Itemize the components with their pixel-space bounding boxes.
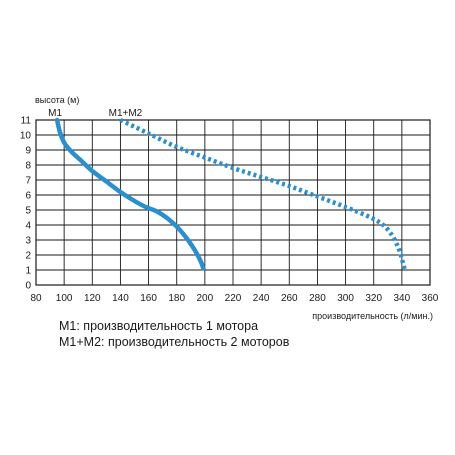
y-tick-label: 0 xyxy=(25,281,31,292)
x-tick-label: 280 xyxy=(309,293,326,304)
x-tick-label: 240 xyxy=(253,293,270,304)
x-tick-label: 200 xyxy=(197,293,214,304)
x-tick-label: 180 xyxy=(168,293,185,304)
y-tick-label: 9 xyxy=(25,146,31,157)
series-line-m1-m2 xyxy=(119,117,407,271)
y-axis-label: высота (м) xyxy=(35,95,79,105)
series-labels: M1 M1+M2 xyxy=(48,108,143,119)
y-tick-label: 2 xyxy=(25,251,31,262)
legend-line-m1: M1: производительность 1 мотора xyxy=(59,319,259,333)
x-tick-label: 120 xyxy=(84,293,101,304)
x-tick-labels: 80 100 120 140 160 180 200 220 240 260 280 300 320 34… xyxy=(30,293,438,304)
series-line-m1 xyxy=(54,117,206,271)
y-tick-label: 3 xyxy=(25,236,31,247)
x-axis-label: производительность (л/мин.) xyxy=(312,311,433,321)
x-tick-label: 340 xyxy=(394,293,411,304)
x-tick-label: 140 xyxy=(112,293,129,304)
y-tick-label: 8 xyxy=(25,161,31,172)
y-tick-label: 10 xyxy=(20,131,32,142)
x-tick-label: 320 xyxy=(365,293,382,304)
x-tick-label: 160 xyxy=(140,293,157,304)
legend-line-m1-m2: M1+M2: производительность 2 моторов xyxy=(59,335,290,349)
series-lines xyxy=(54,117,407,271)
y-tick-labels: 0 1 2 3 4 5 6 7 8 9 10 11 xyxy=(20,116,32,292)
x-tick-label: 300 xyxy=(337,293,354,304)
plot-frame xyxy=(35,119,431,286)
x-tick-label: 100 xyxy=(56,293,73,304)
y-tick-label: 7 xyxy=(25,176,31,187)
y-tick-label: 6 xyxy=(25,191,31,202)
chart-grid xyxy=(36,120,430,285)
series-label-m1-m2: M1+M2 xyxy=(109,108,143,119)
x-tick-label: 360 xyxy=(422,293,439,304)
y-tick-label: 1 xyxy=(25,266,31,277)
series-label-m1: M1 xyxy=(48,108,62,119)
y-tick-label: 5 xyxy=(25,206,31,217)
y-tick-label: 11 xyxy=(21,116,32,127)
x-tick-label: 220 xyxy=(225,293,242,304)
x-tick-label: 80 xyxy=(30,293,42,304)
y-tick-label: 4 xyxy=(25,221,31,232)
x-tick-label: 260 xyxy=(281,293,298,304)
